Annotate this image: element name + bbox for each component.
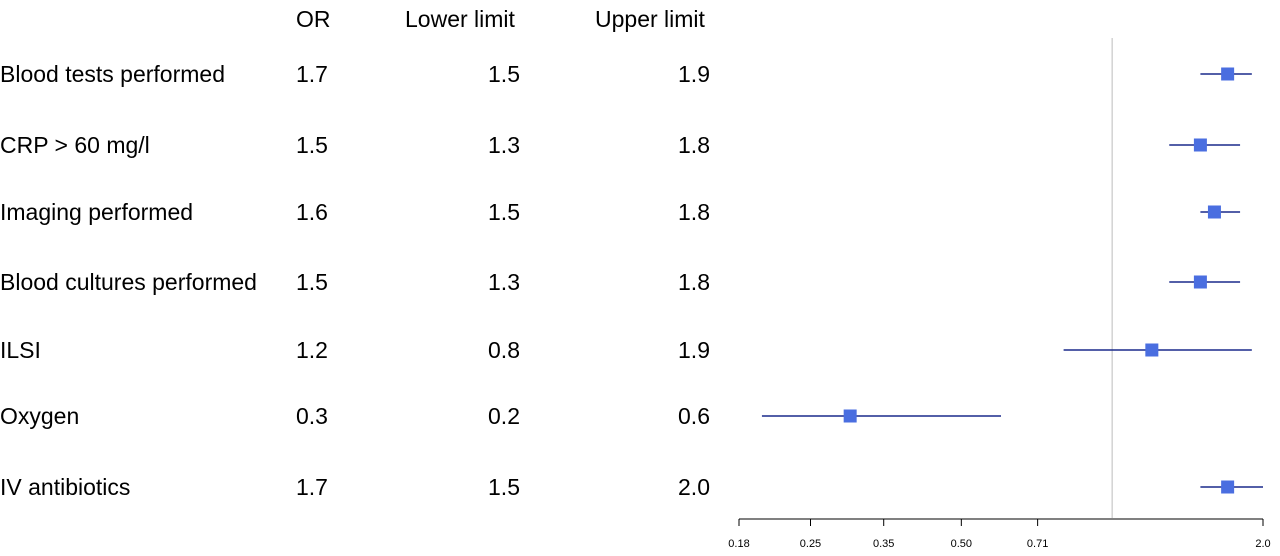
x-tick-label: 0.25 <box>800 538 821 550</box>
header-or: OR <box>296 6 331 32</box>
x-tick-label: 0.35 <box>873 538 894 550</box>
row-or: 1.5 <box>296 132 328 158</box>
row-lower: 1.5 <box>488 474 520 500</box>
row-or: 1.7 <box>296 61 328 87</box>
row-upper: 1.9 <box>678 337 710 363</box>
row-lower: 1.3 <box>488 132 520 158</box>
x-tick-label: 2.0 <box>1255 538 1270 550</box>
row-lower: 0.8 <box>488 337 520 363</box>
row-label: Blood cultures performed <box>0 269 257 295</box>
row-upper: 1.9 <box>678 61 710 87</box>
row-or: 1.7 <box>296 474 328 500</box>
header-lower-limit: Lower limit <box>405 6 515 32</box>
x-tick-label: 0.18 <box>728 538 749 550</box>
row-label: Oxygen <box>0 403 80 429</box>
row-label: Imaging performed <box>0 199 194 225</box>
or-marker <box>1221 480 1235 494</box>
or-marker <box>1193 138 1207 152</box>
row-or: 1.2 <box>296 337 328 363</box>
row-or: 1.6 <box>296 199 328 225</box>
row-or: 0.3 <box>296 403 328 429</box>
row-upper: 0.6 <box>678 403 710 429</box>
or-marker <box>1193 275 1207 289</box>
row-upper: 1.8 <box>678 132 710 158</box>
or-marker <box>1221 67 1235 81</box>
row-upper: 1.8 <box>678 199 710 225</box>
row-lower: 1.3 <box>488 269 520 295</box>
row-label: ILSI <box>0 337 41 363</box>
row-lower: 0.2 <box>488 403 520 429</box>
row-or: 1.5 <box>296 269 328 295</box>
or-marker <box>1207 205 1221 219</box>
row-label: IV antibiotics <box>0 474 131 500</box>
or-marker <box>1145 343 1159 357</box>
x-tick-label: 0.71 <box>1027 538 1048 550</box>
row-label: CRP > 60 mg/l <box>0 132 150 158</box>
row-label: Blood tests performed <box>0 61 226 87</box>
row-upper: 2.0 <box>678 474 710 500</box>
or-marker <box>843 409 857 423</box>
row-lower: 1.5 <box>488 199 520 225</box>
row-lower: 1.5 <box>488 61 520 87</box>
row-upper: 1.8 <box>678 269 710 295</box>
x-tick-label: 0.50 <box>951 538 972 550</box>
header-upper-limit: Upper limit <box>595 6 705 32</box>
